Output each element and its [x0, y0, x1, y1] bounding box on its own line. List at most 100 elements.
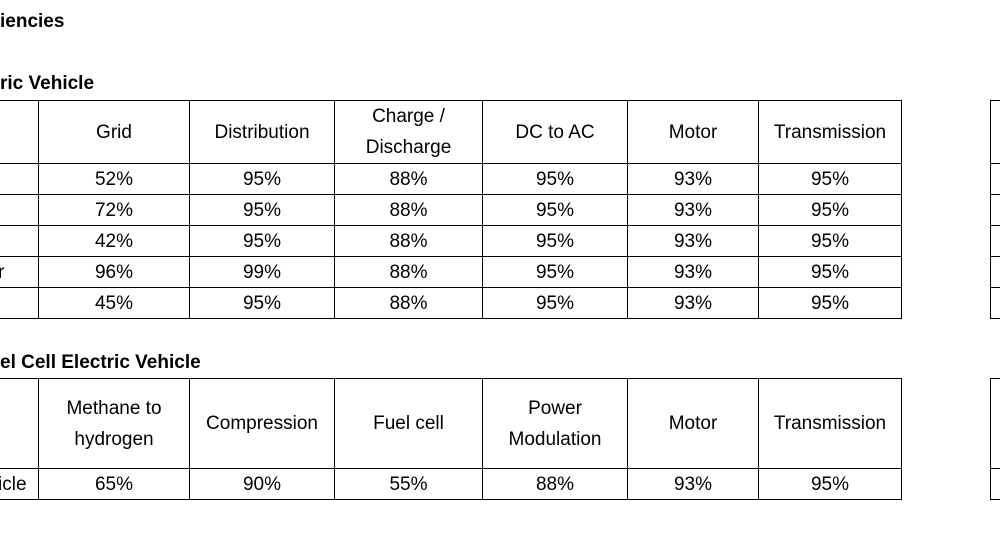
cell: 95% [758, 163, 902, 195]
table-title: ric Vehicle [0, 73, 95, 94]
cell: 95% [189, 194, 335, 226]
column-header: Power Modulation [482, 378, 628, 469]
cell-value: 88% [535, 473, 575, 495]
cell: 45% [38, 287, 190, 319]
cell-value: 93% [673, 261, 713, 283]
cell: 93% [627, 468, 759, 500]
cell-value: 95% [242, 292, 282, 314]
header-line: Distribution [214, 121, 310, 143]
page-title: iencies [0, 11, 65, 32]
column-header: Charge / Discharge [334, 100, 483, 164]
partial-table [990, 100, 1000, 164]
header-line: Methane to [66, 397, 162, 419]
cell-value: 88% [389, 230, 428, 252]
cell-value: 95% [810, 230, 850, 252]
cell-value: 99% [242, 261, 282, 283]
cell: 95% [482, 163, 628, 195]
cell: 88% [334, 287, 483, 319]
partial-table [990, 256, 1000, 288]
cell: 65% [38, 468, 190, 500]
column-header: Compression [189, 378, 335, 469]
column-header: Fuel cell [334, 378, 483, 469]
partial-table [990, 225, 1000, 257]
row-label: r [0, 261, 5, 283]
column-header: Transmission [758, 100, 902, 164]
cell-value: 95% [535, 292, 575, 314]
cell-value: 88% [389, 261, 428, 283]
cell: 55% [334, 468, 483, 500]
partial-table [990, 287, 1000, 319]
header-line: Motor [668, 121, 718, 143]
cell: 95% [758, 256, 902, 288]
header-line: Transmission [773, 413, 887, 434]
cell-value: 42% [94, 230, 134, 252]
cell: 52% [38, 163, 190, 195]
cell: 95% [758, 287, 902, 319]
cell-value: 93% [673, 199, 713, 221]
cell-value: 95% [535, 168, 575, 190]
cell-value: 95% [242, 230, 282, 252]
cell: 88% [334, 163, 483, 195]
cell: 95% [189, 287, 335, 319]
column-header: Motor [627, 378, 759, 469]
cell: 93% [627, 287, 759, 319]
cell: icle [0, 468, 39, 500]
cell-value: 95% [810, 199, 850, 221]
header-line: Power [528, 397, 582, 419]
cell-value: 95% [810, 292, 850, 314]
cell: 93% [627, 163, 759, 195]
cell-value: 88% [389, 199, 428, 221]
cell-value: 95% [810, 261, 850, 283]
header-line: Compression [206, 413, 318, 434]
cell-value: 88% [389, 168, 428, 190]
cell-value: 95% [535, 199, 575, 221]
cell-value: 88% [389, 292, 428, 314]
header-line: Charge / [372, 106, 445, 127]
cell: 96% [38, 256, 190, 288]
cell-value: 95% [535, 230, 575, 252]
header-line: Grid [96, 121, 132, 143]
cell: r [0, 256, 39, 288]
header-line: Modulation [508, 428, 602, 450]
cell-value: 95% [810, 168, 850, 190]
partial-table [990, 468, 1000, 500]
cell: 88% [334, 194, 483, 226]
cell-value: 95% [242, 199, 282, 221]
cell [0, 194, 39, 226]
cell: 95% [189, 163, 335, 195]
cell: 88% [334, 256, 483, 288]
cell: 93% [627, 256, 759, 288]
row-label: icle [0, 473, 27, 495]
cell: 99% [189, 256, 335, 288]
cell-value: 65% [94, 473, 134, 495]
cell: 95% [482, 287, 628, 319]
cell [0, 287, 39, 319]
header-line: Transmission [773, 121, 887, 143]
cell: 88% [334, 225, 483, 257]
column-header: DC to AC [482, 100, 628, 164]
cell: 95% [482, 256, 628, 288]
column-header: Transmission [758, 378, 902, 469]
cell: 88% [482, 468, 628, 500]
header-line: hydrogen [74, 428, 154, 450]
cell-value: 93% [673, 168, 713, 190]
cell [0, 378, 39, 469]
cell-value: 45% [94, 292, 134, 314]
column-header: Grid [38, 100, 190, 164]
cell-value: 93% [673, 230, 713, 252]
partial-table [990, 163, 1000, 195]
cell: 93% [627, 194, 759, 226]
cell-value: 93% [673, 292, 713, 314]
cell: 95% [482, 194, 628, 226]
cell [0, 100, 39, 164]
table-title: el Cell Electric Vehicle [0, 352, 201, 373]
cell [0, 163, 39, 195]
header-line: Motor [668, 413, 718, 434]
cell: 42% [38, 225, 190, 257]
column-header: Motor [627, 100, 759, 164]
cell: 95% [758, 225, 902, 257]
column-header: Distribution [189, 100, 335, 164]
cell: 95% [189, 225, 335, 257]
cell: 93% [627, 225, 759, 257]
